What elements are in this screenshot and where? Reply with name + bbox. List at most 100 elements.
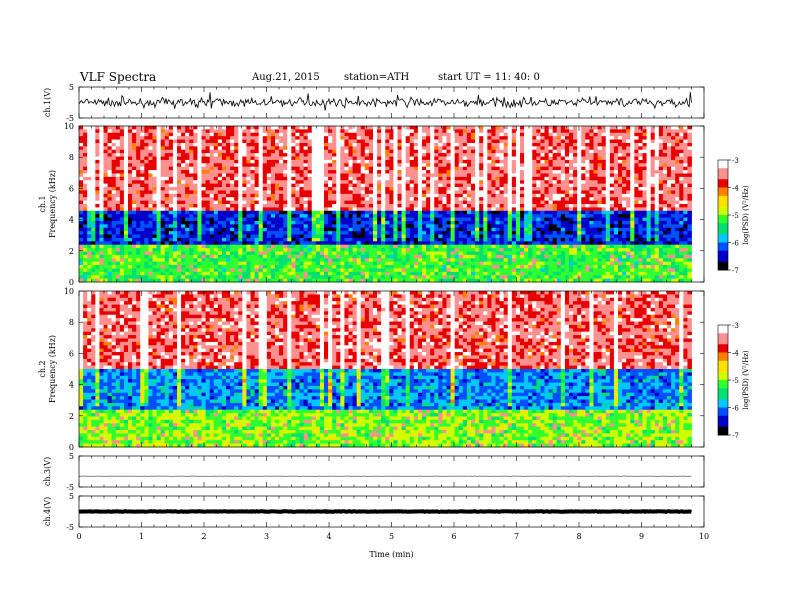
spectrogram-cell bbox=[462, 193, 468, 198]
spectrogram-cell bbox=[671, 207, 676, 212]
spectrogram-cell bbox=[295, 200, 300, 205]
spectrogram-cell bbox=[577, 166, 582, 171]
spectrogram-cell bbox=[499, 163, 505, 168]
spectrogram-cell bbox=[442, 180, 447, 185]
spectrogram-cell bbox=[328, 187, 333, 191]
spectrogram-cell bbox=[258, 146, 264, 151]
spectrogram-cell bbox=[618, 204, 623, 208]
spectrogram-cell bbox=[283, 156, 288, 161]
spectrogram-cell bbox=[536, 176, 541, 181]
spectrogram-cell bbox=[589, 156, 594, 161]
spectrogram-cell bbox=[581, 204, 586, 208]
spectrogram-cell bbox=[417, 210, 423, 215]
spectrogram-cell bbox=[160, 224, 166, 229]
spectrogram-cell bbox=[446, 224, 451, 229]
spectrogram-cell bbox=[454, 129, 460, 134]
spectrogram-cell bbox=[642, 153, 647, 157]
spectrogram-cell bbox=[622, 139, 627, 144]
spectrogram-cell bbox=[528, 197, 533, 202]
spectrogram-cell bbox=[340, 180, 345, 185]
spectrogram-cell bbox=[181, 159, 186, 164]
spectrogram-cell bbox=[270, 139, 276, 144]
spectrogram-cell bbox=[168, 166, 174, 171]
spectrogram-cell bbox=[373, 217, 378, 222]
spectrogram-cell bbox=[638, 210, 643, 215]
spectrogram-cell bbox=[283, 136, 288, 140]
spectrogram-cell bbox=[368, 136, 374, 140]
spectrogram-cell bbox=[544, 139, 549, 144]
spectrogram-cell bbox=[111, 173, 117, 178]
spectrogram-cell bbox=[581, 207, 586, 212]
spectrogram-cell bbox=[642, 193, 647, 198]
spectrogram-cell bbox=[177, 200, 182, 205]
spectrogram-cell bbox=[242, 156, 247, 161]
spectrogram-cell bbox=[315, 149, 321, 154]
spectrogram-cell bbox=[287, 136, 292, 140]
spectrogram-cell bbox=[344, 170, 349, 174]
spectrogram-cell bbox=[348, 227, 353, 232]
spectrogram-cell bbox=[618, 214, 623, 218]
spectrogram-cell bbox=[593, 200, 598, 205]
spectrogram-cell bbox=[601, 170, 607, 174]
spectrogram-cell bbox=[634, 139, 639, 144]
spectrogram-cell bbox=[417, 139, 423, 144]
spectrogram-cell bbox=[499, 166, 505, 171]
spectrogram-cell bbox=[262, 197, 268, 202]
spectrogram-cell bbox=[368, 183, 374, 188]
spectrogram-cell bbox=[319, 166, 325, 171]
spectrogram-cell bbox=[246, 214, 251, 218]
spectrogram-cell bbox=[177, 149, 182, 154]
spectrogram-cell bbox=[315, 220, 321, 225]
spectrogram-cell bbox=[450, 156, 456, 161]
spectrogram-cell bbox=[458, 129, 464, 134]
spectrogram-cell bbox=[291, 204, 296, 208]
spectrogram-cell bbox=[683, 153, 688, 157]
spectrogram-cell bbox=[671, 146, 676, 151]
spectrogram-cell bbox=[618, 156, 623, 161]
spectrogram-cell bbox=[168, 207, 174, 212]
spectrogram-cell bbox=[524, 153, 529, 157]
spectrogram-cell bbox=[283, 163, 288, 168]
spectrogram-cell bbox=[299, 163, 304, 168]
spectrogram-cell bbox=[119, 156, 125, 161]
spectrogram-cell bbox=[336, 146, 341, 151]
spectrogram-cell bbox=[221, 220, 227, 225]
spectrogram-cell bbox=[352, 129, 358, 134]
spectrogram-cell bbox=[434, 224, 439, 229]
spectrogram-cell bbox=[479, 227, 484, 232]
spectrogram-cell bbox=[532, 224, 537, 229]
spectrogram-cell bbox=[393, 183, 398, 188]
spectrogram-cell bbox=[283, 214, 288, 218]
spectrogram-cell bbox=[487, 207, 492, 212]
spectrogram-cell bbox=[405, 227, 411, 232]
spectrogram-cell bbox=[111, 200, 117, 205]
spectrogram-cell bbox=[417, 166, 423, 171]
spectrogram-cell bbox=[662, 153, 668, 157]
spectrogram-cell bbox=[132, 197, 137, 202]
spectrogram-cell bbox=[283, 146, 288, 151]
spectrogram-cell bbox=[609, 210, 615, 215]
spectrogram-cell bbox=[168, 149, 174, 154]
spectrogram-cell bbox=[491, 149, 496, 154]
spectrogram-cell bbox=[552, 166, 558, 171]
spectrogram-cell bbox=[234, 136, 239, 140]
spectrogram-cell bbox=[536, 156, 541, 161]
spectrogram-cell bbox=[569, 187, 574, 191]
spectrogram-cell bbox=[164, 180, 170, 185]
spectrogram-cell bbox=[91, 132, 96, 137]
spectrogram-cell bbox=[356, 132, 362, 137]
spectrogram-cell bbox=[119, 166, 125, 171]
spectrogram-cell bbox=[515, 220, 521, 225]
spectrogram-cell bbox=[368, 173, 374, 178]
spectrogram-cell bbox=[446, 173, 451, 178]
spectrogram-cell bbox=[83, 227, 88, 232]
spectrogram-cell bbox=[638, 204, 643, 208]
spectrogram-cell bbox=[299, 214, 304, 218]
spectrogram-cell bbox=[671, 231, 676, 235]
spectrogram-cell bbox=[250, 187, 255, 191]
spectrogram-cell bbox=[201, 136, 206, 140]
spectrogram-cell bbox=[332, 207, 337, 212]
spectrogram-cell bbox=[144, 153, 149, 157]
spectrogram-cell bbox=[524, 210, 529, 215]
spectrogram-cell bbox=[205, 220, 211, 225]
